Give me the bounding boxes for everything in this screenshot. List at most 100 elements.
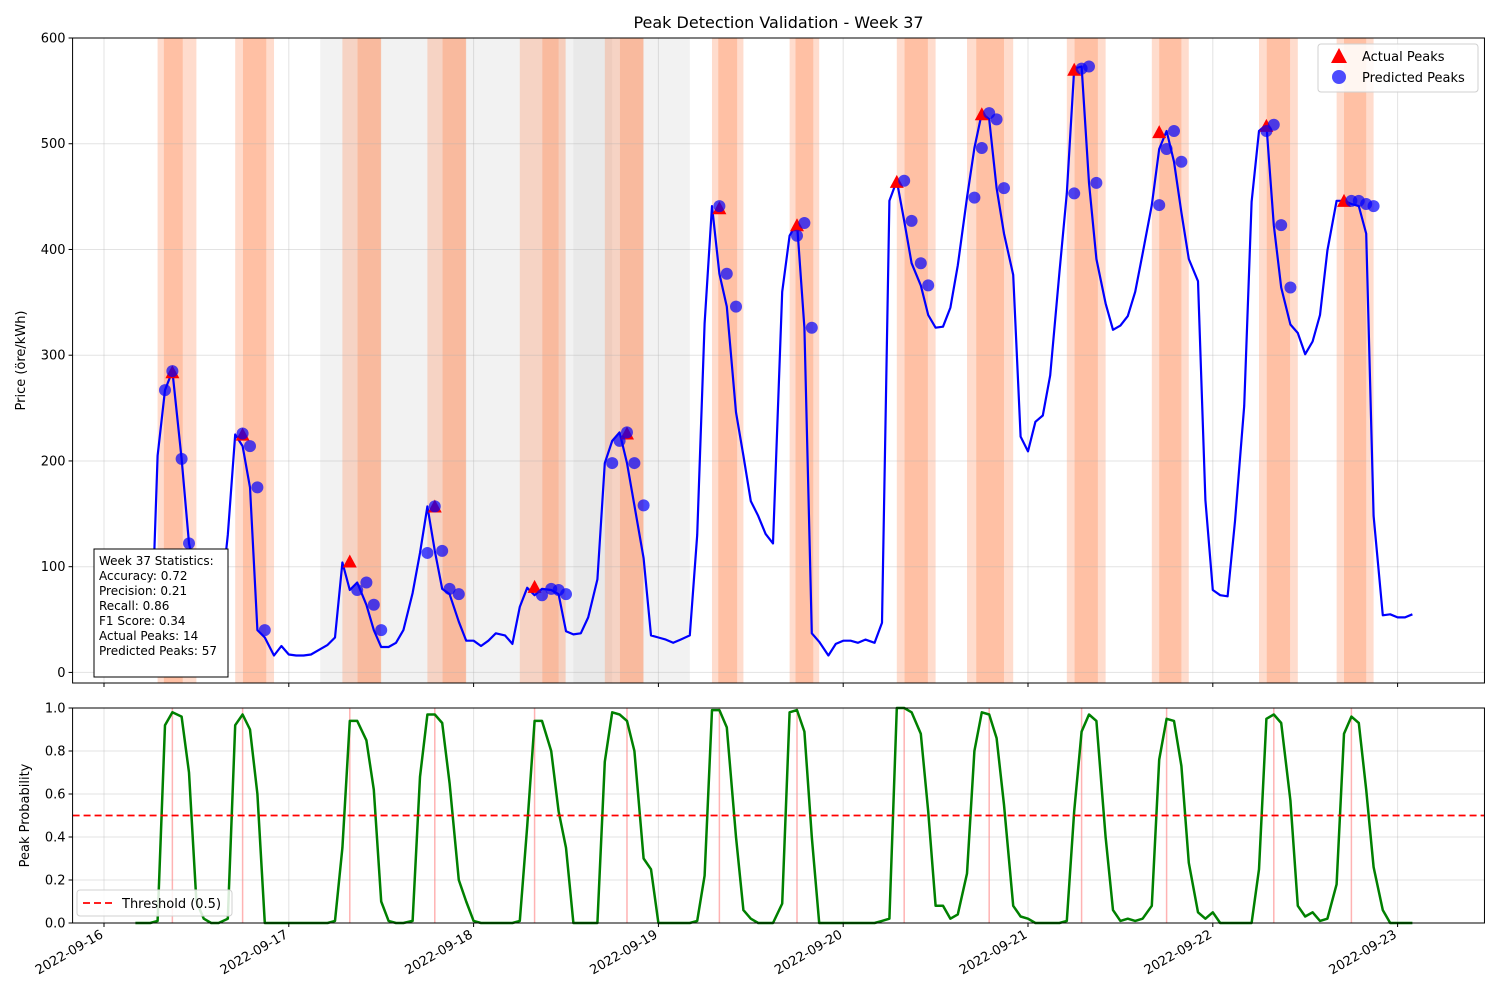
date-xtick-label: 2022-09-18: [403, 927, 476, 978]
price-ytick-label: 300: [41, 349, 66, 364]
actual-peak-band: [718, 38, 738, 683]
price-ytick-label: 600: [41, 32, 66, 47]
predicted-peak-marker: [730, 300, 743, 313]
actual-peak-band: [442, 38, 466, 683]
probability-ytick-label: 0.4: [45, 831, 66, 846]
probability-axis-label: Peak Probability: [18, 763, 33, 867]
predicted-peak-marker: [613, 434, 626, 447]
night-band: [320, 38, 613, 683]
predicted-peak-marker: [720, 267, 733, 280]
predicted-peak-marker: [975, 141, 988, 154]
probability-panel: 0.0 0.2 0.4 0.6 0.8 1.0 2022-09-16 2022-09-17 2…: [18, 702, 1485, 978]
price-ytick-label: 200: [41, 454, 66, 469]
date-xtick-label: 2022-09-21: [957, 927, 1030, 978]
predicted-peak-marker: [560, 588, 572, 601]
actual-peak-marker: [527, 579, 542, 593]
night-band: [573, 38, 690, 683]
date-xtick-label: 2022-09-19: [587, 927, 660, 978]
threshold-legend-label: Threshold (0.5): [121, 897, 221, 912]
probability-ytick-label: 0.0: [45, 917, 66, 932]
predicted-peak-marker: [997, 182, 1010, 195]
price-ytick-label: 0: [57, 666, 65, 681]
predicted-peak-marker: [375, 624, 388, 637]
actual-peak-band: [542, 38, 566, 683]
predicted-peak-marker: [1367, 200, 1380, 213]
statistics-line: Actual Peaks: 14: [99, 629, 198, 643]
predicted-peak-marker: [606, 457, 619, 470]
price-panel: 0 100 200 300 400 500 600 Peak Detection Valid…: [14, 13, 1485, 687]
predicted-peak-marker: [535, 589, 548, 602]
statistics-line: Accuracy: 0.72: [99, 569, 188, 583]
actual-peak-marker: [790, 218, 804, 232]
predicted-peak-marker: [443, 582, 456, 595]
predicted-peak-marker: [1068, 187, 1081, 200]
predicted-peak-marker: [258, 624, 271, 637]
predicted-peak-marker: [236, 427, 249, 440]
predicted-peak-marker: [791, 229, 803, 242]
probability-ytick-label: 0.8: [45, 745, 66, 760]
chart-title: Peak Detection Validation - Week 37: [633, 13, 923, 32]
statistics-line: Recall: 0.86: [99, 599, 169, 613]
price-line: [104, 65, 1413, 674]
predicted-peak-marker: [367, 598, 380, 611]
predicted-peak-marker: [1167, 125, 1180, 138]
predicted-peak-marker: [360, 576, 373, 589]
date-xtick-label: 2022-09-20: [772, 927, 845, 978]
predicted-peak-marker: [1267, 118, 1280, 131]
actual-peak-band: [357, 38, 381, 683]
predicted-peak-marker: [628, 457, 641, 470]
actual-peak-band: [242, 38, 267, 683]
predicted-peak-marker: [351, 583, 364, 596]
statistics-line: Precision: 0.21: [99, 584, 187, 598]
predicted-peak-marker: [1175, 155, 1188, 168]
probability-ytick-label: 1.0: [45, 702, 66, 717]
price-axis-label: Price (öre/kWh): [14, 310, 29, 410]
statistics-line: Week 37 Statistics:: [99, 554, 214, 568]
predicted-peak-marker: [251, 481, 264, 494]
actual-peak-marker: [342, 554, 357, 568]
predicted-peak-marker: [436, 544, 449, 557]
predicted-peak-marker: [990, 113, 1003, 126]
statistics-box-frame: [93, 548, 229, 678]
predicted-peak-marker: [1153, 199, 1166, 212]
statistics-line: F1 Score: 0.34: [99, 614, 186, 628]
predicted-peak-marker: [452, 588, 465, 601]
predicted-peak-band: [896, 38, 936, 683]
legend-predicted-marker: [1332, 70, 1346, 84]
probability-ytick-label: 0.2: [45, 874, 66, 889]
price-legend: Actual Peaks Predicted Peaks: [1317, 43, 1479, 93]
predicted-peak-band: [427, 38, 467, 683]
predicted-peak-marker: [713, 200, 726, 213]
date-xtick-label: 2022-09-22: [1142, 927, 1215, 978]
predicted-peak-marker: [166, 365, 179, 378]
predicted-peak-marker: [922, 279, 935, 292]
date-xtick-label: 2022-09-17: [218, 927, 291, 978]
predicted-peak-marker: [1284, 281, 1297, 294]
predicted-peak-marker: [637, 499, 650, 512]
price-ytick-label: 100: [41, 560, 66, 575]
predicted-peak-band: [1336, 38, 1374, 683]
predicted-peak-band: [519, 38, 559, 683]
actual-peak-band: [904, 38, 928, 683]
predicted-peak-band: [711, 38, 744, 683]
threshold-legend-box: [76, 889, 233, 917]
predicted-peak-band: [604, 38, 644, 683]
legend-box: [1317, 43, 1479, 93]
statistics-box: Week 37 Statistics:Accuracy: 0.72Precisi…: [93, 548, 229, 678]
predicted-peak-marker: [1275, 219, 1288, 232]
predicted-peak-marker: [905, 214, 918, 227]
predicted-peak-marker: [175, 452, 188, 465]
predicted-peak-marker: [428, 500, 441, 513]
actual-peak-band: [1159, 38, 1182, 683]
probability-ytick-label: 0.6: [45, 788, 66, 803]
predicted-peak-marker: [158, 384, 171, 397]
predicted-peak-marker: [898, 174, 911, 187]
probability-plot-frame: [72, 707, 1485, 924]
actual-peak-band: [619, 38, 644, 683]
actual-peak-band: [1074, 38, 1098, 683]
date-xtick-label: 2022-09-16: [33, 927, 106, 978]
predicted-peak-band: [1259, 38, 1298, 683]
legend-predicted-label: Predicted Peaks: [1362, 71, 1465, 86]
predicted-peak-marker: [421, 546, 434, 559]
